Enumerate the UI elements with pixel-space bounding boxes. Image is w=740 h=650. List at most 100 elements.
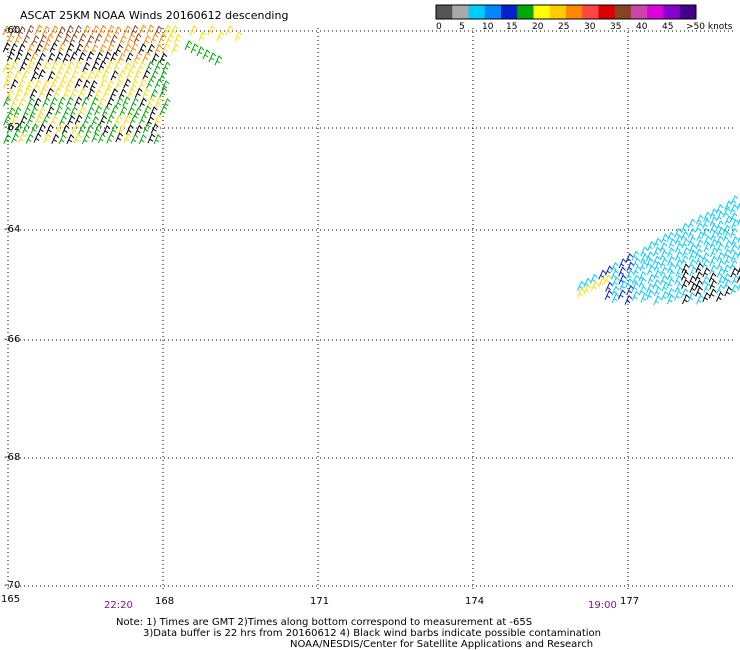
- wind-barb: [729, 227, 738, 238]
- wind-barb: [58, 79, 67, 90]
- legend-frame: [435, 4, 697, 20]
- wind-barb: [58, 42, 66, 53]
- wind-barb: [652, 278, 661, 290]
- wind-barb: [730, 194, 739, 206]
- wind-barb: [653, 246, 661, 257]
- legend-swatch: [517, 5, 534, 19]
- wind-barb: [631, 274, 640, 285]
- wind-barb: [14, 51, 23, 62]
- wind-barb: [98, 44, 107, 55]
- wind-barb: [687, 292, 696, 303]
- legend-swatch: [566, 5, 583, 19]
- wind-barb: [154, 78, 163, 89]
- wind-barb: [14, 34, 22, 45]
- wind-barb: [674, 258, 683, 269]
- wind-barb: [65, 96, 74, 107]
- wind-barbs: [2, 24, 740, 306]
- wind-barb: [106, 79, 115, 91]
- wind-barb: [3, 78, 11, 89]
- wind-barb: [216, 31, 225, 42]
- wind-barb: [29, 88, 38, 99]
- wind-barb: [161, 80, 170, 91]
- wind-barb: [638, 285, 647, 296]
- wind-barb: [71, 124, 80, 135]
- wind-barb: [86, 51, 95, 62]
- wind-barb: [674, 234, 683, 245]
- wind-barb: [166, 33, 174, 44]
- wind-barb: [731, 218, 739, 229]
- wind-barb: [737, 218, 740, 226]
- wind-barb: [74, 60, 83, 71]
- legend-swatch: [647, 5, 664, 19]
- wind-barb: [162, 61, 171, 72]
- wind-barb: [196, 46, 205, 57]
- wind-barb: [724, 200, 733, 211]
- wind-barb: [73, 133, 82, 144]
- wind-barb: [703, 242, 712, 253]
- wind-barb: [715, 291, 724, 302]
- wind-barb: [55, 51, 64, 62]
- wind-barb: [85, 124, 94, 135]
- wind-barb: [2, 62, 11, 73]
- wind-barb: [31, 34, 40, 46]
- wind-barb: [146, 61, 154, 72]
- wind-barb: [49, 42, 58, 53]
- wind-barb: [605, 281, 614, 292]
- lon-label: 168: [155, 596, 175, 607]
- wind-barb: [161, 42, 170, 53]
- wind-barb: [681, 270, 689, 281]
- legend-label: 5: [459, 22, 465, 32]
- wind-barb: [129, 114, 138, 125]
- wind-barb: [78, 105, 86, 117]
- wind-barb: [730, 236, 739, 247]
- wind-barb: [150, 70, 159, 81]
- wind-barb: [26, 60, 35, 71]
- wind-barb: [58, 61, 67, 72]
- wind-barb: [701, 227, 710, 238]
- wind-barb: [667, 263, 675, 274]
- wind-barb: [151, 53, 160, 64]
- wind-barb: [86, 106, 95, 117]
- wind-barb: [138, 78, 147, 89]
- legend-swatch: [533, 5, 551, 19]
- wind-barb: [583, 284, 592, 295]
- legend-swatch: [501, 5, 518, 19]
- wind-barb: [110, 88, 119, 99]
- wind-barb: [688, 249, 697, 260]
- wind-barb: [5, 70, 14, 81]
- footnote-line: Note: 1) Times are GMT 2)Times along bot…: [116, 617, 533, 628]
- wind-barb: [13, 106, 22, 117]
- wind-barb: [724, 215, 733, 226]
- wind-barb: [660, 233, 669, 244]
- wind-barb: [94, 33, 103, 44]
- wind-barb: [143, 34, 152, 45]
- wind-barb: [134, 124, 143, 135]
- wind-barb: [50, 115, 58, 126]
- wind-barb: [716, 251, 725, 262]
- wind-barb: [154, 96, 163, 107]
- wind-barb: [680, 254, 689, 266]
- wind-barb: [94, 88, 102, 99]
- wind-barb: [117, 52, 126, 63]
- pass-time-label: 19:00: [588, 600, 617, 611]
- wind-barb: [115, 43, 123, 55]
- wind-barb: [26, 24, 35, 35]
- wind-barb: [65, 25, 74, 36]
- wind-barb: [214, 55, 223, 66]
- wind-barb: [19, 61, 28, 72]
- wind-barb: [33, 61, 42, 72]
- wind-barb: [625, 269, 634, 280]
- wind-barb: [590, 280, 599, 291]
- wind-barb: [10, 25, 18, 36]
- wind-barb: [142, 123, 151, 134]
- wind-barb: [74, 114, 83, 125]
- wind-barb: [99, 114, 108, 126]
- map-title: ASCAT 25KM NOAA Winds 20160612 descendin…: [20, 9, 289, 22]
- wind-barb: [626, 285, 635, 296]
- wind-barb: [49, 96, 58, 107]
- grid-lines: [7, 28, 736, 590]
- wind-barb: [688, 258, 697, 269]
- wind-barb: [234, 31, 243, 42]
- wind-barb: [127, 33, 136, 44]
- wind-barb: [138, 43, 147, 54]
